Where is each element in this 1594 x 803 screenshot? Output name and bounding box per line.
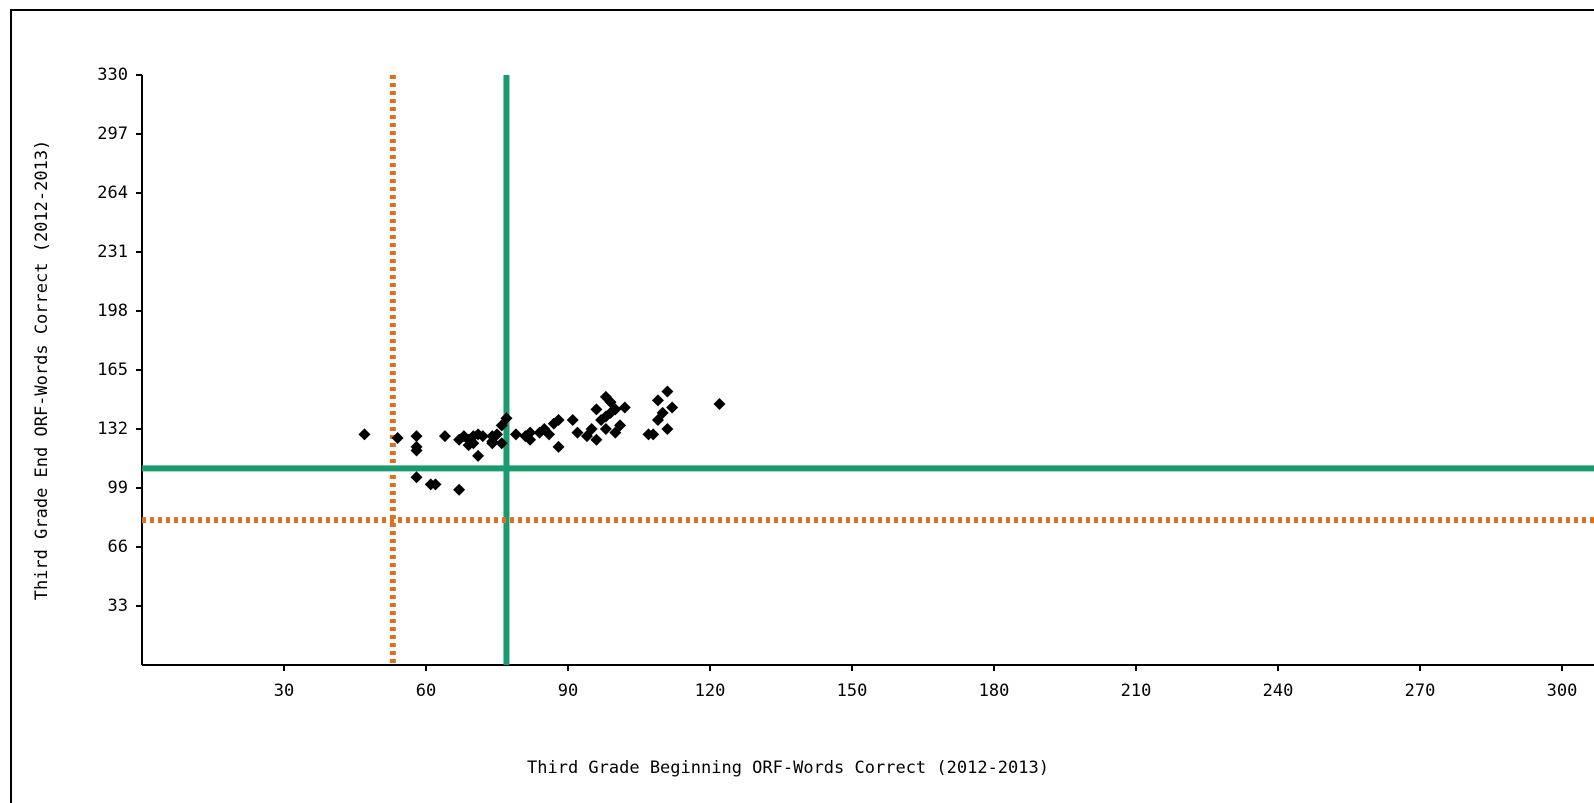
point [614,419,627,432]
point [410,471,423,484]
y-tick-label: 165 [97,360,128,380]
x-tick-label: 120 [695,681,726,701]
y-tick-label: 132 [97,419,128,439]
point [472,449,485,462]
point [491,428,503,441]
point [486,437,499,450]
y-tick-label: 33 [108,596,128,616]
point [590,433,603,446]
x-tick-label: 90 [558,681,578,701]
point [666,401,679,414]
point [552,414,565,427]
x-tick-label: 180 [979,681,1010,701]
x-tick-label: 240 [1263,681,1294,701]
point [661,385,674,398]
y-tick-label: 231 [97,242,128,262]
y-tick-label: 297 [97,124,128,144]
x-tick-label: 60 [416,681,436,701]
point [552,440,565,453]
point [410,430,423,443]
point [524,433,537,446]
point [509,428,522,441]
point [599,410,612,423]
point [609,403,622,416]
point [410,444,423,457]
point [585,423,598,435]
point [566,414,579,427]
point [618,401,631,414]
y-tick-label: 198 [97,301,128,321]
point [358,428,371,441]
frame [10,9,1594,803]
x-tick-label: 300 [1547,681,1578,701]
y-tick-label: 330 [97,65,128,85]
point [656,406,669,419]
point [476,430,489,443]
x-tick-label: 30 [274,681,294,701]
point [524,426,537,439]
point [462,439,475,452]
y-axis-label: Third Grade End ORF-Words Correct (2012-… [32,140,52,601]
x-tick-label: 210 [1121,681,1152,701]
point [391,431,404,444]
y-tick-label: 66 [108,537,128,557]
point [495,437,508,450]
x-axis-label: Third Grade Beginning ORF-Words Correct … [527,758,1049,778]
point [661,423,674,435]
point [453,483,466,496]
point [713,397,726,410]
point [651,394,664,407]
point [438,430,451,443]
point [590,403,603,416]
point [647,428,660,441]
point [543,428,556,441]
y-tick-label: 99 [108,478,128,498]
y-tick-label: 264 [97,183,128,203]
x-tick-label: 150 [837,681,868,701]
point [571,426,584,439]
point [599,423,612,435]
point [500,412,513,425]
x-tick-label: 270 [1405,681,1436,701]
point [429,478,442,491]
